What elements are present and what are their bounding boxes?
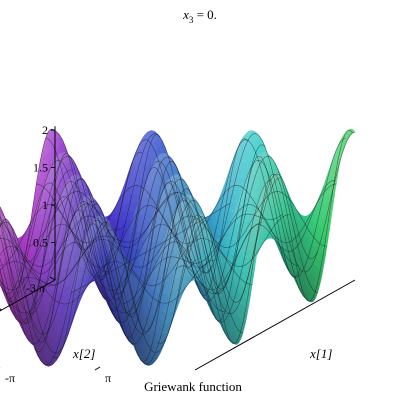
surface-mesh: [0, 128, 356, 367]
